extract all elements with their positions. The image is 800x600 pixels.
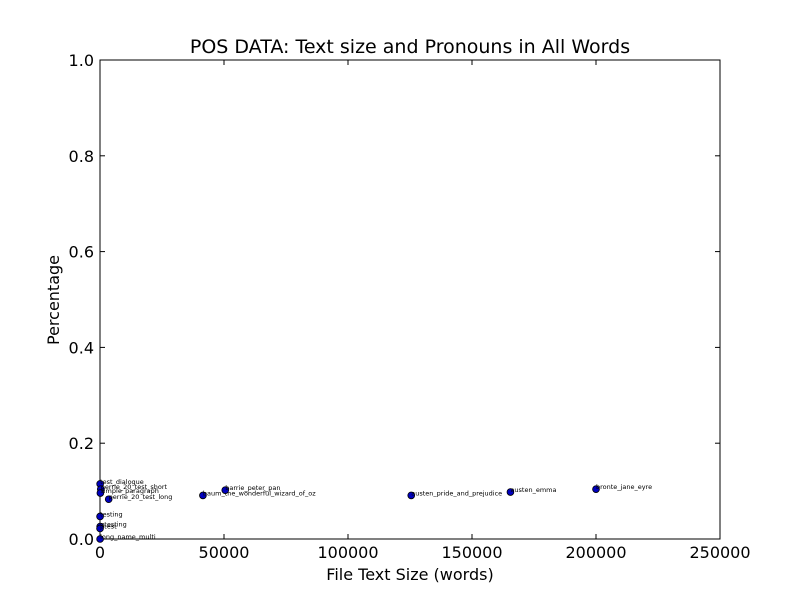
data-point (96, 524, 104, 533)
data-point (199, 491, 207, 500)
x-axis-label: File Text Size (words) (326, 565, 493, 584)
y-tick-label: 0.0 (69, 530, 94, 549)
point-label: perrie_20_test_short (101, 483, 168, 491)
y-tick-label: 0.8 (69, 147, 94, 166)
chart-title: POS DATA: Text size and Pronouns in All … (190, 36, 630, 58)
y-axis-label: Percentage (44, 255, 63, 345)
data-point (592, 485, 600, 493)
data-point (96, 512, 104, 521)
x-tick-label: 0 (95, 543, 105, 562)
y-tick-label: 1.0 (69, 51, 94, 70)
data-point (96, 535, 104, 543)
data-point (506, 488, 515, 496)
point-label: austen_pride_and_prejudice (411, 489, 502, 497)
x-axis: 0 50000 100000 150000 200000 250000 (95, 60, 751, 562)
point-label: austen_emma (510, 486, 556, 494)
point-label: barrie_peter_pan (225, 484, 280, 492)
point-label: long_name_multi (100, 533, 156, 541)
point-label: ptest (100, 522, 117, 530)
data-point (221, 486, 230, 494)
point-label: testing (100, 510, 123, 518)
y-tick-label: 0.2 (69, 434, 94, 453)
data-point (96, 489, 105, 497)
x-tick-label: 200000 (565, 543, 626, 562)
data-point (407, 491, 416, 500)
data-point (104, 495, 113, 504)
data-points: test_dialogueperrie_20_test_shortsimple_… (96, 478, 652, 543)
x-tick-label: 100000 (317, 543, 378, 562)
plot-area (99, 59, 721, 540)
point-label: test_dialogue (100, 478, 144, 486)
point-label: perrie_20_test_long (109, 493, 173, 501)
y-tick-label: 0.4 (69, 338, 94, 357)
x-tick-label: 150000 (441, 543, 502, 562)
x-tick-label: 50000 (199, 543, 250, 562)
point-label: bronte_jane_eyre (596, 483, 652, 491)
y-tick-label: 0.6 (69, 243, 94, 262)
point-label: gtesting (100, 521, 127, 529)
y-axis: 0.0 0.2 0.4 0.6 0.8 1.0 (69, 51, 720, 549)
point-label: baum_the_wonderful_wizard_of_oz (203, 489, 316, 497)
point-label: simple_paragraph (100, 487, 159, 495)
x-tick-label: 250000 (689, 543, 750, 562)
